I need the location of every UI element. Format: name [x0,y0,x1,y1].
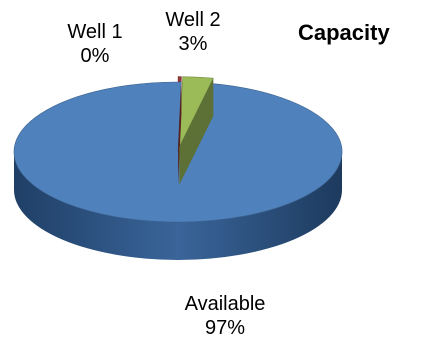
slice-name-available: Available [184,293,266,315]
slice-value-available: 97% [204,317,246,339]
slice-available [13,81,343,223]
slice-well-2-edge [179,78,214,185]
slice-well-2 [179,76,214,147]
slice-label-well-2: Well 2 3% [153,8,233,56]
slice-value-well-1: 0% [80,45,110,67]
slice-name-well-2: Well 2 [165,9,221,31]
slice-well-1-edge [178,76,182,185]
slice-label-available: Available 97% [170,292,280,340]
chart-title: Capacity [298,20,390,45]
slice-available-side [14,152,342,260]
slice-name-well-1: Well 1 [67,21,123,43]
slice-label-well-1: Well 1 0% [60,20,130,68]
slice-value-well-2: 3% [178,33,208,55]
